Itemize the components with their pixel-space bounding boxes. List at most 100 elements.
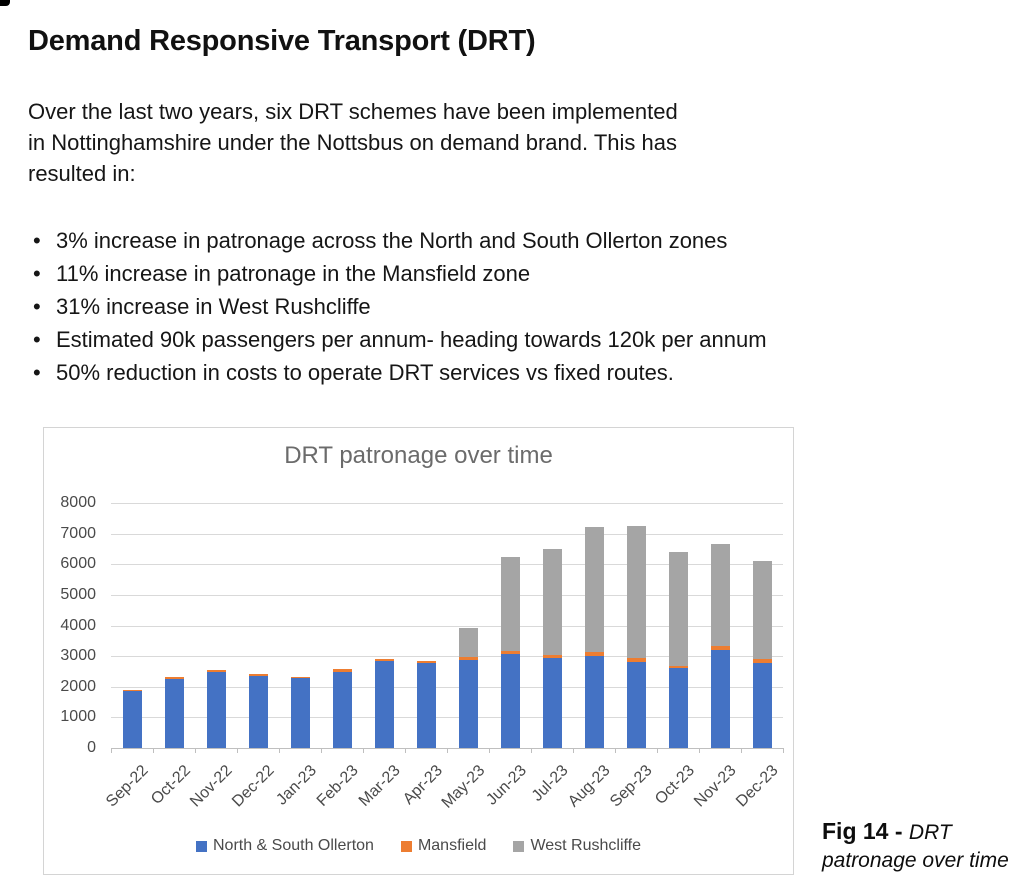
- x-axis-tick: [363, 748, 364, 753]
- bar-segment: [584, 651, 604, 656]
- bar-segment: [752, 658, 772, 664]
- legend-item: West Rushcliffe: [513, 837, 641, 855]
- legend-swatch-icon: [195, 840, 207, 852]
- x-axis-tick: [153, 748, 154, 753]
- bar-segment: [584, 655, 604, 748]
- x-tick-label: Sep-23: [607, 762, 657, 811]
- gridline: [111, 564, 783, 566]
- bar-stack-aug-23: [584, 526, 604, 748]
- bar-segment: [458, 659, 478, 748]
- bar-segment: [458, 657, 478, 660]
- gridline: [111, 594, 783, 596]
- x-axis-tick: [783, 748, 784, 753]
- bar-segment: [500, 654, 520, 748]
- x-tick-label: Sep-22: [103, 762, 153, 811]
- x-axis-tick: [237, 748, 238, 753]
- gridline: [111, 656, 783, 658]
- x-axis-tick: [699, 748, 700, 753]
- legend-swatch-icon: [400, 840, 412, 852]
- chart-legend: North & South Ollerton Mansfield West Rush…: [44, 837, 793, 855]
- bar-segment: [668, 665, 688, 669]
- bar-segment: [500, 556, 520, 651]
- x-tick-label: May-23: [438, 762, 489, 812]
- legend-label: West Rushcliffe: [530, 837, 641, 854]
- bar-segment: [164, 678, 184, 748]
- gridline: [111, 503, 783, 504]
- bar-stack-jul-23: [542, 548, 562, 748]
- bar-segment: [248, 673, 268, 677]
- bar-segment: [668, 668, 688, 748]
- bar-segment: [710, 649, 730, 748]
- bar-segment: [710, 645, 730, 650]
- bar-segment: [290, 676, 310, 679]
- bullet-list: 3% increase in patronage across the Nort…: [28, 224, 978, 389]
- bar-segment: [248, 676, 268, 748]
- bar-segment: [752, 663, 772, 748]
- y-tick-label: 2000: [60, 677, 96, 695]
- bar-segment: [500, 650, 520, 655]
- x-tick-label: Oct-22: [148, 762, 195, 808]
- bar-segment: [626, 657, 646, 662]
- gridline: [111, 625, 783, 627]
- list-item: 11% increase in patronage in the Mansfie…: [28, 257, 978, 290]
- drt-patronage-chart: DRT patronage over time 0 1000 2000 3000 400…: [43, 427, 794, 875]
- y-tick-label: 6000: [60, 555, 96, 573]
- plot-area: [111, 503, 784, 753]
- x-tick-label: Dec-23: [733, 762, 783, 811]
- bar-segment: [374, 658, 394, 662]
- bar-segment: [542, 548, 562, 655]
- bar-segment: [710, 544, 730, 646]
- bar-segment: [332, 672, 352, 748]
- bar-segment: [206, 669, 226, 673]
- bar-stack-feb-23: [332, 669, 352, 748]
- bar-stack-sep-23: [626, 526, 646, 748]
- x-axis-tick: [447, 748, 448, 753]
- bar-segment: [164, 676, 184, 679]
- y-tick-label: 8000: [60, 494, 96, 511]
- intro-paragraph: Over the last two years, six DRT schemes…: [28, 99, 678, 186]
- x-tick-label: Nov-22: [187, 762, 237, 811]
- bar-segment: [122, 689, 142, 692]
- x-axis-tick: [111, 748, 112, 753]
- bar-segment: [752, 560, 772, 659]
- bar-segment: [626, 526, 646, 658]
- legend-swatch-icon: [513, 840, 525, 852]
- figure-label: Fig 14 -: [822, 818, 909, 844]
- bar-segment: [668, 551, 688, 666]
- x-axis-tick: [405, 748, 406, 753]
- gridline: [111, 717, 783, 719]
- x-tick-label: Aug-23: [565, 762, 615, 811]
- bar-stack-apr-23: [416, 661, 436, 748]
- bar-segment: [206, 672, 226, 748]
- bar-stack-oct-22: [164, 676, 184, 748]
- bar-segment: [332, 669, 352, 673]
- x-axis-tick: [741, 748, 742, 753]
- x-axis-tick: [531, 748, 532, 753]
- x-axis-tick: [321, 748, 322, 753]
- bar-segment: [122, 691, 142, 748]
- x-axis-tick: [615, 748, 616, 753]
- bar-stack-may-23: [458, 627, 478, 748]
- y-tick-label: 5000: [60, 585, 96, 603]
- x-tick-label: Mar-23: [356, 762, 405, 810]
- x-tick-label: Nov-23: [691, 762, 741, 811]
- y-axis-labels: 0 1000 2000 3000 4000 5000 6000 7000 8000: [51, 494, 101, 756]
- chart-title: DRT patronage over time: [284, 442, 553, 469]
- x-axis-tick: [657, 748, 658, 753]
- y-tick-label: 3000: [60, 647, 96, 665]
- bar-stack-sep-22: [122, 689, 142, 748]
- y-tick-label: 7000: [60, 524, 96, 542]
- bar-segment: [542, 654, 562, 659]
- x-axis-tick: [195, 748, 196, 753]
- bar-stack-jun-23: [500, 556, 520, 748]
- bar-segment: [374, 661, 394, 748]
- figure-caption: Fig 14 - DRT patronage over time: [822, 817, 1022, 875]
- bar-stack-nov-22: [206, 669, 226, 748]
- legend-item: Mansfield: [400, 837, 487, 855]
- legend-label: Mansfield: [417, 837, 487, 854]
- y-tick-label: 4000: [60, 616, 96, 634]
- bar-stack-jan-23: [290, 676, 310, 748]
- x-tick-label: Dec-22: [229, 762, 279, 811]
- x-tick-label: Oct-23: [652, 762, 699, 808]
